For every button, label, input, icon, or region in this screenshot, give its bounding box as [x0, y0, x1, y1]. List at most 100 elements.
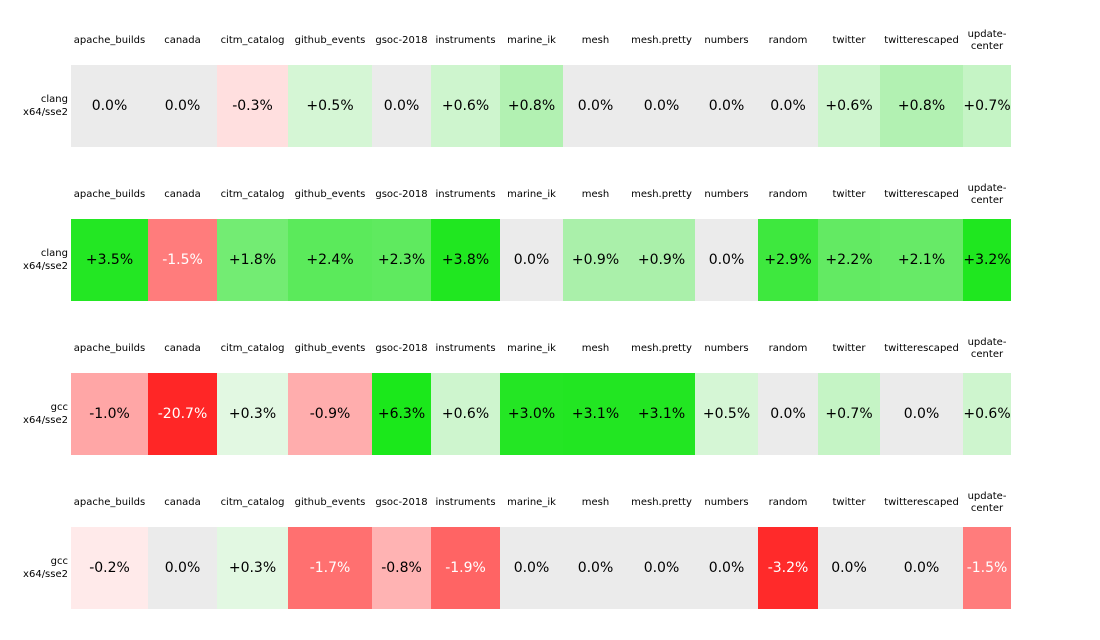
heatmap-cell: +0.7% — [963, 65, 1011, 147]
heatmap-cell: -1.5% — [963, 527, 1011, 609]
column-header: canada — [164, 189, 201, 200]
row-label-line1: gcc — [50, 555, 68, 567]
column-header: apache_builds — [73, 497, 146, 508]
column-header: update- center — [967, 337, 1007, 360]
heatmap-cell: 0.0% — [71, 65, 148, 147]
column-header: twitter — [832, 497, 866, 508]
heatmap-cell: -0.3% — [217, 65, 288, 147]
row-label-line1: gcc — [50, 401, 68, 413]
column-header: github_events — [294, 189, 366, 200]
column-header: canada — [164, 35, 201, 46]
heatmap-cell: -0.2% — [71, 527, 148, 609]
column-header: numbers — [704, 35, 749, 46]
row-label: clang x64/sse2 — [0, 219, 68, 301]
heatmap-cell: +3.1% — [563, 373, 628, 455]
heatmap-cell: 0.0% — [695, 65, 758, 147]
column-header: gsoc-2018 — [375, 343, 428, 354]
heatmap-cell: 0.0% — [818, 527, 880, 609]
column-header: github_events — [294, 343, 366, 354]
heatmap-cell: +0.3% — [217, 527, 288, 609]
column-header: apache_builds — [73, 189, 146, 200]
heatmap-cell: +2.9% — [758, 219, 818, 301]
column-header: mesh.pretty — [631, 343, 692, 354]
column-header: mesh.pretty — [631, 189, 692, 200]
row-label: clang x64/sse2 — [0, 65, 68, 147]
column-header: citm_catalog — [220, 343, 285, 354]
column-header: canada — [164, 343, 201, 354]
heatmap-cell: 0.0% — [148, 65, 217, 147]
heatmap-cell: -20.7% — [148, 373, 217, 455]
column-header: apache_builds — [73, 343, 146, 354]
column-header: gsoc-2018 — [375, 189, 428, 200]
column-header: apache_builds — [73, 35, 146, 46]
column-header: twitter — [832, 35, 866, 46]
column-header: numbers — [704, 189, 749, 200]
heatmap-cell: 0.0% — [372, 65, 431, 147]
heatmap-cell: +0.8% — [880, 65, 963, 147]
heatmap-cell: 0.0% — [695, 527, 758, 609]
column-header: marine_ik — [507, 35, 556, 46]
row-label-line1: clang — [40, 93, 68, 105]
column-header: canada — [164, 497, 201, 508]
column-header: twitterescaped — [884, 497, 959, 508]
column-header: marine_ik — [507, 497, 556, 508]
heatmap-cell: 0.0% — [695, 219, 758, 301]
column-header: random — [768, 35, 808, 46]
heatmap-cell: +2.4% — [288, 219, 372, 301]
column-header: update- center — [967, 491, 1007, 514]
column-header: github_events — [294, 35, 366, 46]
heatmap-cell: +3.8% — [431, 219, 500, 301]
column-header: instruments — [435, 35, 496, 46]
heatmap-cell: 0.0% — [758, 65, 818, 147]
column-header: instruments — [435, 343, 496, 354]
heatmap-cell: +1.8% — [217, 219, 288, 301]
heatmap-cell: +6.3% — [372, 373, 431, 455]
column-header: twitterescaped — [884, 189, 959, 200]
heatmap-group-2: clang x64/sse2 apache_builds +3.5% canada -1.… — [0, 154, 1100, 308]
heatmap-cell: +2.2% — [818, 219, 880, 301]
column-header: twitter — [832, 189, 866, 200]
heatmap-cell: +0.6% — [963, 373, 1011, 455]
column-header: numbers — [704, 343, 749, 354]
column-header: update- center — [967, 29, 1007, 52]
column-header: mesh — [581, 35, 610, 46]
column-header: citm_catalog — [220, 35, 285, 46]
column-header: random — [768, 497, 808, 508]
heatmap-cell: 0.0% — [880, 527, 963, 609]
heatmap-cell: 0.0% — [628, 527, 695, 609]
row-label-line2: x64/sse2 — [23, 569, 68, 580]
heatmap-cell: +0.7% — [818, 373, 880, 455]
heatmap-cell: 0.0% — [563, 65, 628, 147]
column-header: instruments — [435, 189, 496, 200]
column-header: gsoc-2018 — [375, 35, 428, 46]
heatmap-cell: -1.7% — [288, 527, 372, 609]
column-header: marine_ik — [507, 189, 556, 200]
column-header: mesh.pretty — [631, 497, 692, 508]
heatmap-cell: +0.8% — [500, 65, 563, 147]
heatmap-cell: 0.0% — [880, 373, 963, 455]
heatmap-cell: 0.0% — [500, 219, 563, 301]
heatmap-cell: -1.0% — [71, 373, 148, 455]
heatmap-cell: -1.5% — [148, 219, 217, 301]
column-header: mesh — [581, 189, 610, 200]
column-header: citm_catalog — [220, 189, 285, 200]
heatmap-cell: +2.1% — [880, 219, 963, 301]
column-header: github_events — [294, 497, 366, 508]
column-header: mesh — [581, 497, 610, 508]
heatmap-group-1: clang x64/sse2 apache_builds 0.0% canada 0.0%… — [0, 0, 1100, 154]
heatmap-cell: +0.6% — [431, 373, 500, 455]
column-header: numbers — [704, 497, 749, 508]
column-header: marine_ik — [507, 343, 556, 354]
row-label-line2: x64/sse2 — [23, 107, 68, 118]
column-header: mesh.pretty — [631, 35, 692, 46]
heatmap-cell: +0.6% — [818, 65, 880, 147]
heatmap-cell: -0.8% — [372, 527, 431, 609]
column-header: twitter — [832, 343, 866, 354]
column-header: gsoc-2018 — [375, 497, 428, 508]
heatmap-cell: +0.6% — [431, 65, 500, 147]
heatmap-cell: 0.0% — [563, 527, 628, 609]
column-header: twitterescaped — [884, 343, 959, 354]
heatmap-cell: +0.9% — [563, 219, 628, 301]
heatmap-cell: +0.9% — [628, 219, 695, 301]
